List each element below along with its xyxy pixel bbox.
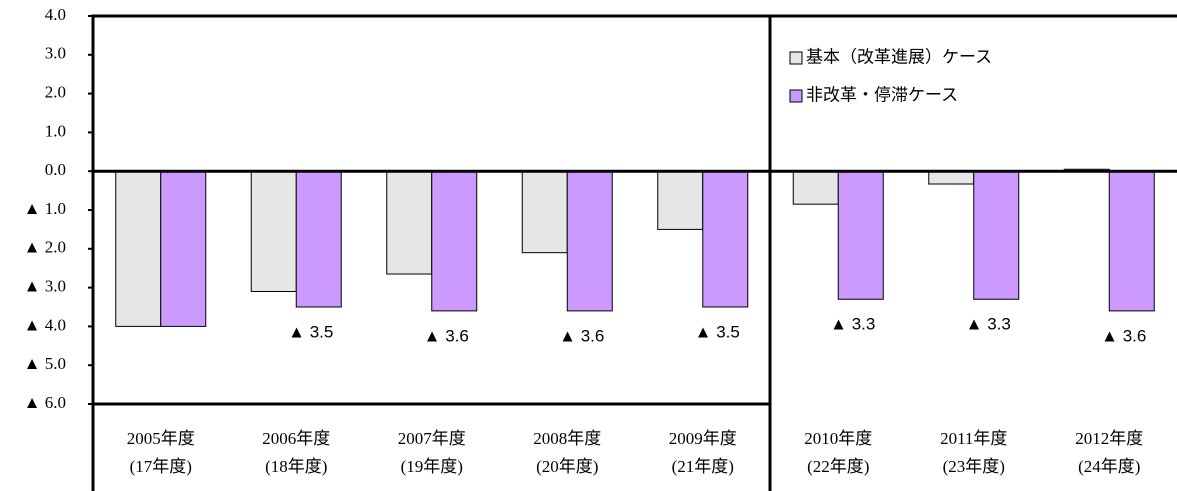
x-tick-label: 2009年度 [669,429,737,448]
x-tick-label: 2012年度 [1075,429,1143,448]
y-tick-label: 2.0 [45,83,66,102]
value-label: ▲ 3.6 [424,326,469,345]
value-label: ▲ 3.6 [1101,326,1146,345]
x-tick-label: 2007年度 [398,429,466,448]
x-tick-label: 2006年度 [262,429,330,448]
bar [295,170,342,308]
bar [928,170,975,185]
x-tick-label: 2010年度 [804,429,872,448]
value-label: ▲ 3.5 [695,322,740,341]
y-tick-label: 1.0 [45,121,66,140]
x-tick-label: (22年度) [807,457,869,476]
y-tick-label: ▲ 1.0 [24,199,66,218]
x-tick-label: (17年度) [130,457,192,476]
y-tick-label: ▲ 3.0 [24,277,66,296]
bar [702,170,749,308]
x-tick-label: 2005年度 [127,429,195,448]
value-label: ▲ 3.3 [830,315,875,334]
y-tick-label: ▲ 5.0 [24,354,66,373]
x-tick-label: (18年度) [265,457,327,476]
y-tick-label: ▲ 2.0 [24,238,66,257]
x-tick-label: 2011年度 [940,429,1007,448]
value-label: ▲ 3.3 [966,315,1011,334]
y-tick-label: ▲ 4.0 [24,315,66,334]
y-tick-label: 4.0 [45,5,66,24]
legend-swatch [789,51,803,65]
x-tick-label: (20年度) [536,457,598,476]
x-tick-label: (23年度) [943,457,1005,476]
x-tick-label: (19年度) [401,457,463,476]
legend-label: 基本（改革進展）ケース [806,47,992,66]
y-tick-label: 3.0 [45,44,66,63]
legend-swatch [789,89,803,103]
value-label: ▲ 3.6 [559,326,604,345]
bar [792,170,839,205]
bar [521,170,568,254]
bar [250,170,297,292]
y-tick-label: 0.0 [45,160,66,179]
bar [160,170,207,327]
bar [566,170,613,312]
bar [115,170,162,327]
x-tick-label: (21年度) [672,457,734,476]
x-tick-label: 2008年度 [533,429,601,448]
bar [973,170,1020,300]
legend-label: 非改革・停滞ケース [806,85,958,104]
x-tick-label: (24年度) [1078,457,1140,476]
legend-box [780,35,1070,135]
bar [431,170,478,312]
value-label: ▲ 3.5 [288,322,333,341]
bar [837,170,884,300]
bar [657,170,704,230]
bar [386,170,433,275]
y-tick-label: ▲ 6.0 [24,393,66,412]
bar [1108,170,1155,312]
